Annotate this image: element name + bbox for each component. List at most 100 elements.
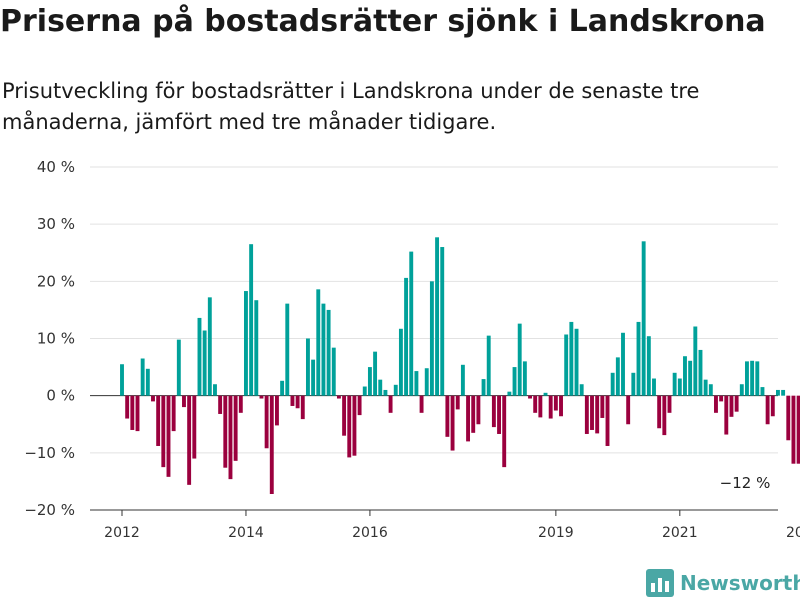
bar bbox=[507, 391, 512, 396]
bar bbox=[714, 395, 718, 413]
bar bbox=[264, 395, 269, 449]
bar bbox=[522, 361, 527, 396]
bar bbox=[466, 395, 471, 442]
x-tick-label: 2019 bbox=[538, 525, 574, 541]
bar bbox=[646, 336, 651, 396]
bars bbox=[120, 237, 800, 494]
last-value-annotation: −12 % bbox=[720, 474, 771, 492]
bar bbox=[151, 395, 155, 402]
bar bbox=[305, 338, 310, 396]
y-tick-label: −10 % bbox=[24, 444, 75, 462]
bar bbox=[326, 309, 331, 396]
bar bbox=[755, 361, 760, 396]
bar bbox=[357, 395, 362, 416]
bar bbox=[300, 395, 305, 420]
bar bbox=[662, 395, 667, 436]
bar bbox=[218, 395, 223, 414]
bar bbox=[347, 395, 352, 458]
bar bbox=[796, 395, 800, 464]
bar bbox=[703, 379, 708, 396]
bar bbox=[786, 395, 791, 441]
bar bbox=[595, 395, 600, 434]
bar bbox=[197, 317, 202, 396]
bar bbox=[770, 395, 775, 417]
y-tick-label: 40 % bbox=[37, 158, 75, 176]
bar bbox=[285, 303, 290, 396]
bar bbox=[750, 360, 755, 396]
bar bbox=[781, 389, 786, 396]
bar bbox=[698, 349, 703, 396]
axes: 40 % 30 % 20 % 10 % 0 % −10 % −20 % 2012 2014 201… bbox=[24, 158, 800, 541]
bar bbox=[621, 332, 625, 396]
bar bbox=[760, 387, 765, 396]
bar bbox=[776, 389, 780, 396]
x-tick-label: 2021 bbox=[662, 525, 698, 541]
bar bbox=[223, 395, 228, 468]
bar bbox=[275, 395, 279, 426]
bar bbox=[321, 303, 326, 396]
bar bbox=[393, 384, 398, 396]
bar bbox=[176, 339, 181, 396]
bar bbox=[280, 380, 285, 396]
bar bbox=[145, 368, 150, 396]
bar bbox=[295, 395, 300, 409]
x-tick-label: 2012 bbox=[104, 525, 140, 541]
bar bbox=[502, 395, 507, 468]
y-tick-label: −20 % bbox=[24, 501, 75, 519]
bar bbox=[383, 389, 388, 396]
bar bbox=[125, 395, 130, 419]
bar bbox=[734, 395, 739, 412]
bar bbox=[238, 395, 243, 413]
bar bbox=[497, 395, 501, 434]
bar bbox=[652, 378, 656, 396]
x-tick-label: 2016 bbox=[352, 525, 388, 541]
bar bbox=[435, 237, 440, 396]
bar bbox=[486, 335, 491, 396]
bar bbox=[600, 395, 605, 418]
bar bbox=[460, 364, 465, 396]
bar bbox=[543, 392, 548, 396]
bar bbox=[120, 364, 124, 396]
bar bbox=[342, 395, 347, 436]
chart-title: Priserna på bostadsrätter sjönk i Landsk… bbox=[0, 4, 766, 39]
bar bbox=[739, 384, 744, 396]
x-tick-label: 2023 bbox=[786, 525, 800, 541]
bar bbox=[708, 384, 713, 396]
brand-name: Newsworthy bbox=[680, 571, 800, 595]
bar bbox=[233, 395, 238, 461]
bar bbox=[548, 395, 553, 419]
bar bbox=[166, 395, 171, 477]
bar bbox=[631, 372, 636, 396]
bar bbox=[569, 321, 574, 396]
bar bbox=[615, 357, 620, 396]
y-tick-label: 10 % bbox=[37, 330, 75, 348]
bar bbox=[517, 323, 522, 396]
bar bbox=[404, 277, 409, 396]
bar bbox=[311, 359, 316, 396]
bar bbox=[207, 297, 212, 396]
bar bbox=[683, 356, 687, 396]
bar bbox=[765, 395, 770, 425]
bar bbox=[590, 395, 594, 430]
bar bbox=[476, 395, 481, 425]
newsworthy-logo[interactable]: Newsworthy bbox=[646, 568, 800, 598]
bar bbox=[135, 395, 140, 432]
bar bbox=[202, 330, 207, 396]
bar bbox=[161, 395, 166, 468]
bar bbox=[409, 251, 414, 396]
bar bbox=[626, 395, 631, 425]
bar bbox=[724, 395, 729, 435]
bar bbox=[156, 395, 161, 446]
bar bbox=[362, 386, 367, 396]
bar bbox=[228, 395, 233, 480]
bar bbox=[331, 347, 336, 396]
chart-subtitle: Prisutveckling för bostadsrätter i Lands… bbox=[2, 79, 700, 134]
bar bbox=[367, 367, 372, 396]
bar bbox=[559, 395, 563, 417]
bar bbox=[398, 328, 403, 396]
bar bbox=[171, 395, 176, 432]
bar bbox=[388, 395, 393, 413]
bar bbox=[424, 368, 429, 396]
bar bbox=[636, 321, 641, 396]
